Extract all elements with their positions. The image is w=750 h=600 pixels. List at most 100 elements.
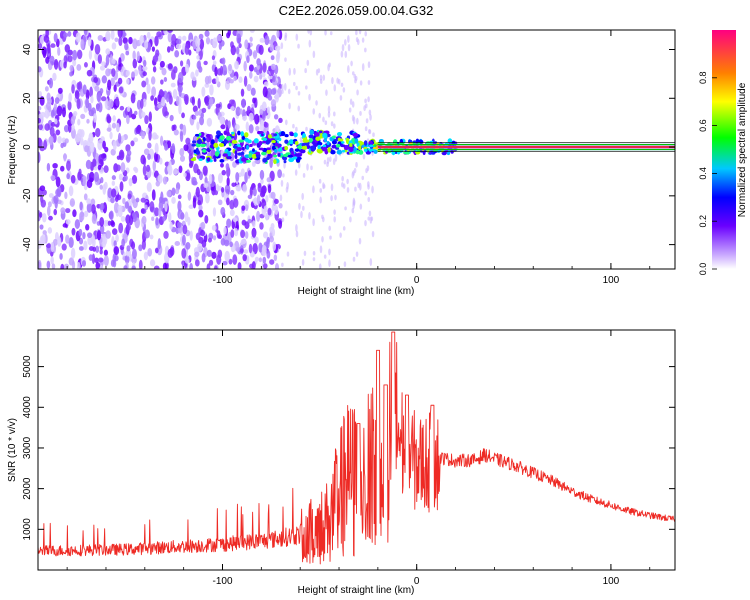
- noise-dot: [38, 151, 41, 163]
- noise-dot: [249, 186, 253, 198]
- noise-dot: [270, 88, 277, 96]
- noise-dot: [92, 158, 97, 167]
- noise-dot: [69, 198, 76, 207]
- noise-dot: [103, 255, 109, 267]
- noise-dot: [295, 126, 298, 132]
- noise-dot: [47, 205, 51, 217]
- noise-dot: [273, 254, 278, 262]
- noise-dot: [270, 223, 275, 230]
- noise-dot: [272, 75, 276, 83]
- noise-dot: [297, 91, 301, 96]
- signal-dot: [218, 143, 225, 147]
- signal-dot: [191, 143, 196, 147]
- noise-dot: [205, 136, 212, 143]
- noise-dot: [206, 249, 213, 258]
- noise-dot: [327, 63, 330, 72]
- noise-dot: [152, 66, 157, 73]
- noise-dot: [283, 82, 287, 91]
- noise-dot: [96, 103, 100, 112]
- noise-dot: [196, 121, 200, 131]
- noise-dot: [38, 259, 42, 269]
- signal-dot: [341, 149, 346, 153]
- noise-dot: [40, 111, 46, 118]
- noise-dot: [89, 86, 93, 98]
- noise-dot: [224, 184, 231, 195]
- noise-dot: [308, 39, 312, 48]
- noise-dot: [236, 33, 242, 45]
- noise-dot: [194, 110, 200, 116]
- noise-dot: [60, 207, 66, 214]
- noise-dot: [59, 253, 63, 260]
- noise-dot: [111, 122, 117, 129]
- noise-dot: [65, 234, 70, 244]
- snr-frame: [37, 329, 676, 571]
- noise-dot: [38, 105, 42, 111]
- noise-dot: [327, 105, 331, 114]
- noise-dot: [318, 112, 322, 119]
- noise-dot: [124, 254, 130, 264]
- noise-dot: [301, 259, 305, 266]
- noise-dot: [325, 89, 328, 96]
- noise-dot: [44, 109, 50, 119]
- noise-dot: [240, 238, 247, 245]
- noise-dot: [341, 44, 345, 52]
- noise-dot: [95, 245, 100, 253]
- signal-dot: [244, 138, 250, 142]
- noise-dot: [319, 188, 323, 193]
- noise-dot: [221, 64, 227, 76]
- noise-dot: [366, 165, 370, 172]
- noise-dot: [305, 85, 308, 90]
- noise-dot: [96, 91, 101, 102]
- noise-dot: [160, 191, 164, 203]
- signal-dot: [284, 134, 289, 138]
- noise-dot: [332, 158, 336, 166]
- noise-dot: [133, 137, 139, 143]
- noise-dot: [44, 123, 50, 131]
- noise-dot: [183, 172, 187, 178]
- noise-dot: [56, 105, 63, 117]
- noise-dot: [140, 154, 146, 165]
- noise-dot: [200, 112, 204, 119]
- signal-dot: [348, 146, 354, 153]
- noise-dot: [342, 87, 346, 93]
- colorbar: 0.0 0.2 0.4 0.6 0.8 Normalized spectral ampl…: [698, 30, 748, 275]
- noise-dot: [185, 242, 191, 250]
- noise-dot: [124, 201, 130, 209]
- noise-dot: [107, 79, 112, 91]
- signal-dot: [294, 153, 300, 157]
- noise-dot: [265, 212, 269, 221]
- noise-dot: [99, 265, 104, 269]
- noise-dot: [146, 31, 151, 39]
- noise-dot: [134, 110, 138, 116]
- noise-dot: [97, 54, 102, 64]
- noise-dot: [199, 38, 205, 50]
- signal-dot: [284, 146, 289, 151]
- noise-dot: [48, 215, 53, 221]
- noise-dot: [333, 111, 336, 117]
- noise-dot: [228, 63, 232, 72]
- noise-dot: [277, 169, 282, 179]
- noise-dot: [315, 69, 319, 76]
- noise-dot: [305, 126, 308, 132]
- noise-dot: [276, 30, 280, 39]
- signal-dot: [200, 143, 207, 148]
- signal-dot: [219, 159, 225, 163]
- noise-dot: [154, 247, 159, 254]
- noise-dot: [222, 260, 228, 266]
- spectrogram-x-tick-label: 0: [414, 275, 420, 286]
- noise-dot: [157, 238, 162, 250]
- noise-dot: [216, 230, 221, 239]
- noise-dot: [235, 247, 240, 253]
- noise-dot: [321, 236, 324, 243]
- noise-dot: [340, 82, 344, 87]
- noise-dot: [267, 74, 273, 80]
- noise-dot: [163, 230, 169, 239]
- noise-dot: [319, 245, 323, 254]
- noise-dot: [282, 173, 285, 178]
- noise-dot: [342, 226, 346, 231]
- signal-dot: [198, 158, 203, 162]
- noise-dot: [286, 251, 290, 257]
- noise-dot: [46, 101, 51, 111]
- noise-dot: [79, 201, 83, 211]
- signal-dot: [355, 149, 360, 155]
